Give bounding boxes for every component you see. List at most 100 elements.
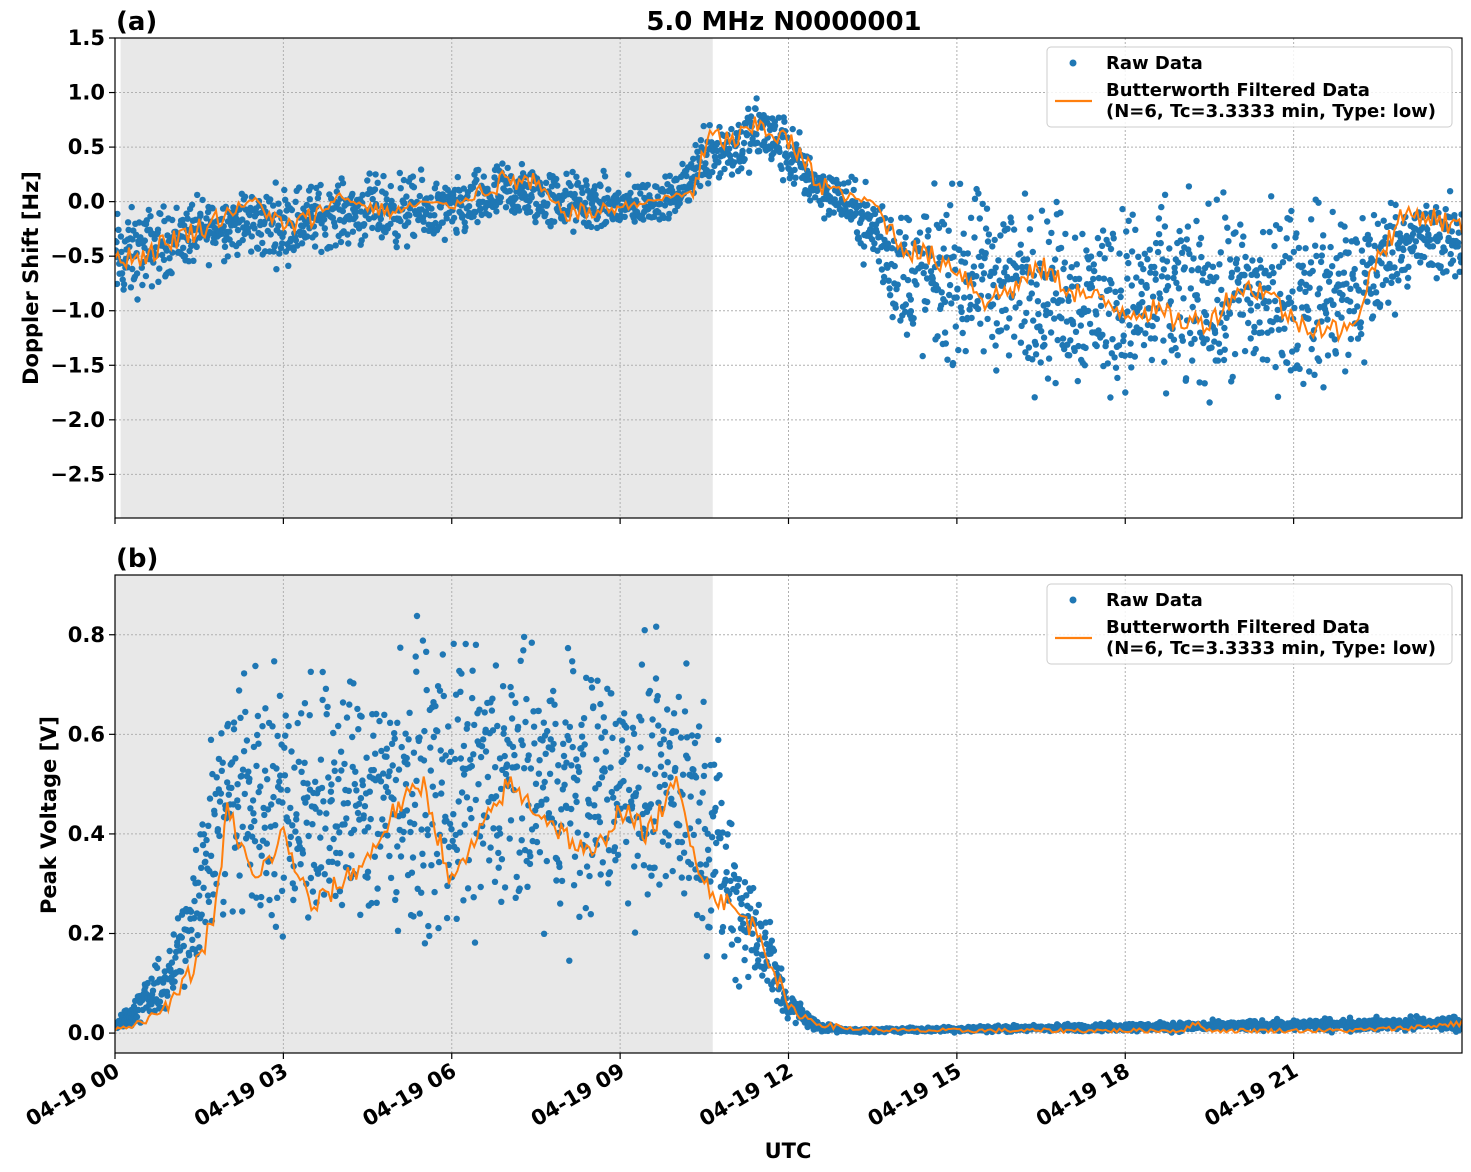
raw-data-point (631, 218, 638, 225)
raw-data-point (358, 237, 365, 244)
raw-data-point (586, 872, 593, 880)
raw-data-point (372, 171, 379, 178)
x-tick-label: 04-19 15 (864, 1059, 966, 1132)
raw-data-point (561, 781, 568, 788)
raw-data-point (1106, 286, 1113, 293)
raw-data-point (1446, 188, 1454, 195)
raw-data-point (975, 253, 983, 261)
raw-data-point (768, 937, 775, 944)
raw-data-point (707, 907, 715, 914)
raw-data-point (195, 879, 202, 886)
raw-data-point (178, 934, 185, 941)
raw-data-point (489, 695, 496, 702)
raw-data-point (1417, 259, 1424, 266)
raw-data-point (566, 957, 573, 964)
raw-data-point (460, 185, 467, 192)
raw-data-point (282, 712, 289, 719)
raw-data-point (264, 776, 271, 783)
raw-data-point (657, 763, 665, 770)
raw-data-point (379, 816, 386, 823)
raw-data-point (1220, 356, 1228, 364)
panel-b-legend-raw-marker (1069, 596, 1077, 604)
raw-data-point (286, 855, 293, 862)
raw-data-point (419, 850, 426, 857)
raw-data-point (1249, 257, 1256, 264)
raw-data-point (1268, 264, 1276, 271)
raw-data-point (1008, 219, 1015, 226)
raw-data-point (1125, 217, 1132, 224)
panel-a-legend-raw-label: Raw Data (1106, 53, 1203, 74)
raw-data-point (776, 148, 783, 156)
raw-data-point (203, 836, 210, 844)
raw-data-point (504, 164, 511, 172)
raw-data-point (1331, 336, 1339, 343)
raw-data-point (632, 790, 640, 797)
raw-data-point (1198, 253, 1205, 261)
raw-data-point (779, 177, 787, 184)
raw-data-point (889, 313, 896, 321)
raw-data-point (197, 212, 204, 219)
raw-data-point (579, 751, 587, 758)
raw-data-point (532, 780, 540, 787)
raw-data-point (887, 292, 894, 299)
raw-data-point (492, 793, 500, 800)
raw-data-point (1302, 288, 1309, 295)
raw-data-point (1452, 273, 1459, 280)
raw-data-point (820, 173, 827, 180)
raw-data-point (461, 219, 468, 226)
raw-data-point (722, 843, 730, 850)
raw-data-point (384, 788, 392, 796)
raw-data-point (282, 196, 289, 203)
raw-data-point (402, 730, 409, 737)
raw-data-point (623, 838, 630, 846)
raw-data-point (1038, 207, 1046, 214)
raw-data-point (631, 863, 638, 870)
raw-data-point (1173, 279, 1180, 286)
raw-data-point (578, 184, 585, 191)
raw-data-point (374, 179, 381, 186)
raw-data-point (462, 224, 469, 231)
raw-data-point (684, 755, 691, 762)
raw-data-point (364, 874, 371, 881)
raw-data-point (399, 836, 406, 843)
raw-data-point (435, 924, 442, 932)
raw-data-point (1235, 297, 1243, 304)
raw-data-point (637, 190, 644, 197)
raw-data-point (520, 647, 527, 654)
raw-data-point (1035, 310, 1042, 318)
raw-data-point (910, 315, 917, 322)
raw-data-point (1032, 351, 1040, 358)
raw-data-point (812, 194, 819, 201)
raw-data-point (916, 229, 924, 236)
raw-data-point (821, 215, 828, 222)
raw-data-point (1151, 263, 1158, 271)
raw-data-point (952, 323, 959, 330)
raw-data-point (234, 226, 242, 234)
raw-data-point (578, 721, 585, 728)
raw-data-point (1012, 304, 1019, 311)
raw-data-point (954, 285, 961, 292)
raw-data-point (413, 777, 420, 784)
raw-data-point (792, 174, 799, 181)
raw-data-point (429, 783, 436, 790)
y-tick-label: −2.0 (50, 408, 105, 432)
raw-data-point (1074, 377, 1082, 385)
raw-data-point (553, 175, 560, 183)
raw-data-point (524, 883, 531, 890)
raw-data-point (552, 720, 559, 728)
raw-data-point (364, 177, 371, 184)
raw-data-point (1051, 256, 1059, 263)
raw-data-point (1057, 209, 1064, 216)
raw-data-point (660, 727, 667, 734)
raw-data-point (582, 904, 589, 912)
raw-data-point (627, 189, 634, 197)
raw-data-point (560, 752, 568, 760)
raw-data-point (831, 196, 838, 203)
raw-data-point (746, 118, 754, 125)
raw-data-point (713, 839, 720, 847)
raw-data-point (1005, 352, 1013, 359)
raw-data-point (1029, 248, 1037, 256)
raw-data-point (173, 204, 180, 211)
raw-data-point (771, 122, 779, 129)
raw-data-point (1338, 314, 1345, 321)
